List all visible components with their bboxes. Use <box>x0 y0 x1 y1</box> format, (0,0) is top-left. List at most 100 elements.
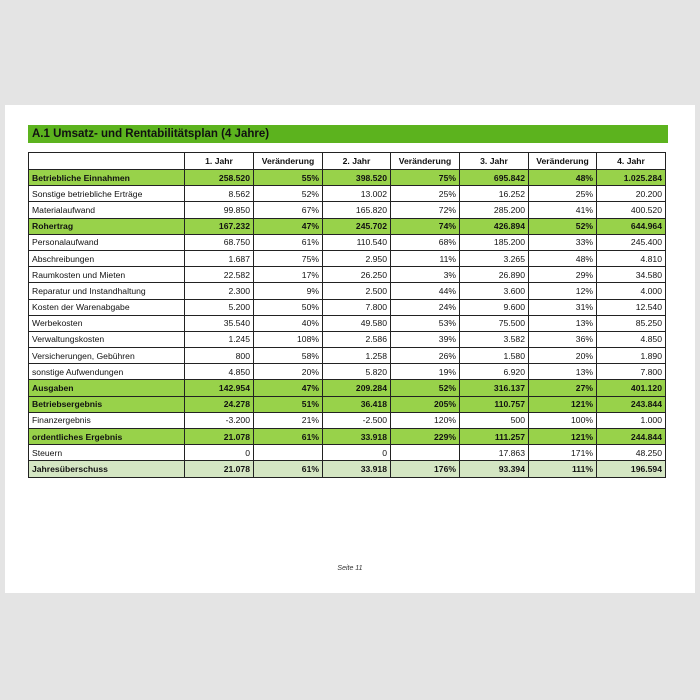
cell: 75% <box>390 168 460 187</box>
cell: 24% <box>390 298 460 316</box>
table-row: Personalaufwand 68.750 61% 110.540 68% 185.20… <box>28 233 666 251</box>
cell: 1.025.284 <box>596 168 666 187</box>
section-title: A.1 Umsatz- und Rentabilitätsplan (4 Jah… <box>28 125 668 143</box>
row-label: Versicherungen, Gebühren <box>28 347 185 365</box>
cell: 25% <box>390 185 460 203</box>
cell: 167.232 <box>184 217 254 235</box>
cell: 3.265 <box>459 249 529 268</box>
table-row: Abschreibungen 1.687 75% 2.950 11% 3.265 48% 4.… <box>28 249 666 268</box>
cell: 1.687 <box>184 249 254 268</box>
row-label: Rohertrag <box>28 217 185 235</box>
cell: 2.300 <box>184 282 254 300</box>
row-label: Jahresüberschuss <box>28 460 185 478</box>
cell: 2.500 <box>322 282 391 300</box>
cell: 121% <box>528 395 597 413</box>
header-row: 1. Jahr Veränderung 2. Jahr Veränderung 3. J… <box>28 152 666 170</box>
row-label: Betriebsergebnis <box>28 395 185 413</box>
row-label: Reparatur und Instandhaltung <box>28 282 185 300</box>
cell: 2.586 <box>322 330 391 349</box>
cell: 25% <box>528 185 597 203</box>
cell: 40% <box>253 314 323 332</box>
cell: 16.252 <box>459 185 529 203</box>
cell: 33.918 <box>322 460 391 478</box>
cell: 13.002 <box>322 185 391 203</box>
cell: 316.137 <box>459 379 529 397</box>
row-label: Abschreibungen <box>28 249 185 268</box>
row-label: sonstige Aufwendungen <box>28 363 185 381</box>
cell: 12.540 <box>596 298 666 316</box>
cell: 3% <box>390 266 460 284</box>
cell: 196.594 <box>596 460 666 478</box>
cell: -2.500 <box>322 411 391 430</box>
cell: 1.890 <box>596 347 666 365</box>
cell: 176% <box>390 460 460 478</box>
cell: 48% <box>528 249 597 268</box>
page-number: Seite 11 <box>337 565 363 572</box>
cell: 7.800 <box>322 298 391 316</box>
row-label: Ausgaben <box>28 379 185 397</box>
row-label: Sonstige betriebliche Erträge <box>28 185 185 203</box>
cell: 9% <box>253 282 323 300</box>
cell: 120% <box>390 411 460 430</box>
cell: 21.078 <box>184 427 254 446</box>
table-row: sonstige Aufwendungen 4.850 20% 5.820 19% 6.9… <box>28 363 666 381</box>
cell: 61% <box>253 427 323 446</box>
cell: 800 <box>184 347 254 365</box>
table-row: Versicherungen, Gebühren 800 58% 1.258 26% 1.… <box>28 347 666 365</box>
cell: 398.520 <box>322 168 391 187</box>
cell: 4.850 <box>184 363 254 381</box>
cell: 165.820 <box>322 201 391 219</box>
cell: 8.562 <box>184 185 254 203</box>
table-row: Werbekosten 35.540 40% 49.580 53% 75.500 13% 85… <box>28 314 666 332</box>
cell: 75.500 <box>459 314 529 332</box>
row-label: Raumkosten und Mieten <box>28 266 185 284</box>
cell: 3.600 <box>459 282 529 300</box>
cell: 644.964 <box>596 217 666 235</box>
cell: 1.258 <box>322 347 391 365</box>
row-label: ordentliches Ergebnis <box>28 427 185 446</box>
table-row: ordentliches Ergebnis 21.078 61% 33.918 229%… <box>28 427 666 446</box>
cell: 426.894 <box>459 217 529 235</box>
cell: 21% <box>253 411 323 430</box>
cell: 47% <box>253 217 323 235</box>
cell: 1.580 <box>459 347 529 365</box>
cell: 47% <box>253 379 323 397</box>
cell: 0 <box>322 444 391 462</box>
cell: 12% <box>528 282 597 300</box>
table-row: Steuern 0 0 17.863 171% 48.250 <box>28 444 666 462</box>
cell: 401.120 <box>596 379 666 397</box>
cell: 285.200 <box>459 201 529 219</box>
cell: 67% <box>253 201 323 219</box>
cell: 500 <box>459 411 529 430</box>
cell: 110.757 <box>459 395 529 413</box>
cell: 7.800 <box>596 363 666 381</box>
row-label: Steuern <box>28 444 185 462</box>
cell: 5.820 <box>322 363 391 381</box>
cell: 244.844 <box>596 427 666 446</box>
cell: 68.750 <box>184 233 254 251</box>
column-header: Veränderung <box>390 152 460 170</box>
cell: 36% <box>528 330 597 349</box>
cell: 258.520 <box>184 168 254 187</box>
table-row: Reparatur und Instandhaltung 2.300 9% 2.500… <box>28 282 666 300</box>
column-header: 3. Jahr <box>459 152 529 170</box>
table-body: Betriebliche Einnahmen 258.520 55% 398.520 7… <box>28 168 666 478</box>
row-label: Kosten der Warenabgabe <box>28 298 185 316</box>
cell: 400.520 <box>596 201 666 219</box>
cell: 171% <box>528 444 597 462</box>
cell: 13% <box>528 314 597 332</box>
cell: 20% <box>528 347 597 365</box>
cell: 55% <box>253 168 323 187</box>
cell <box>390 444 460 462</box>
document-page: A.1 Umsatz- und Rentabilitätsplan (4 Jah… <box>5 105 695 593</box>
cell: 245.702 <box>322 217 391 235</box>
cell: 4.810 <box>596 249 666 268</box>
table-row: Betriebsergebnis 24.278 51% 36.418 205% 110.7… <box>28 395 666 413</box>
cell: 33% <box>528 233 597 251</box>
cell: 72% <box>390 201 460 219</box>
cell: 0 <box>184 444 254 462</box>
cell: 111% <box>528 460 597 478</box>
cell: 142.954 <box>184 379 254 397</box>
cell: 41% <box>528 201 597 219</box>
